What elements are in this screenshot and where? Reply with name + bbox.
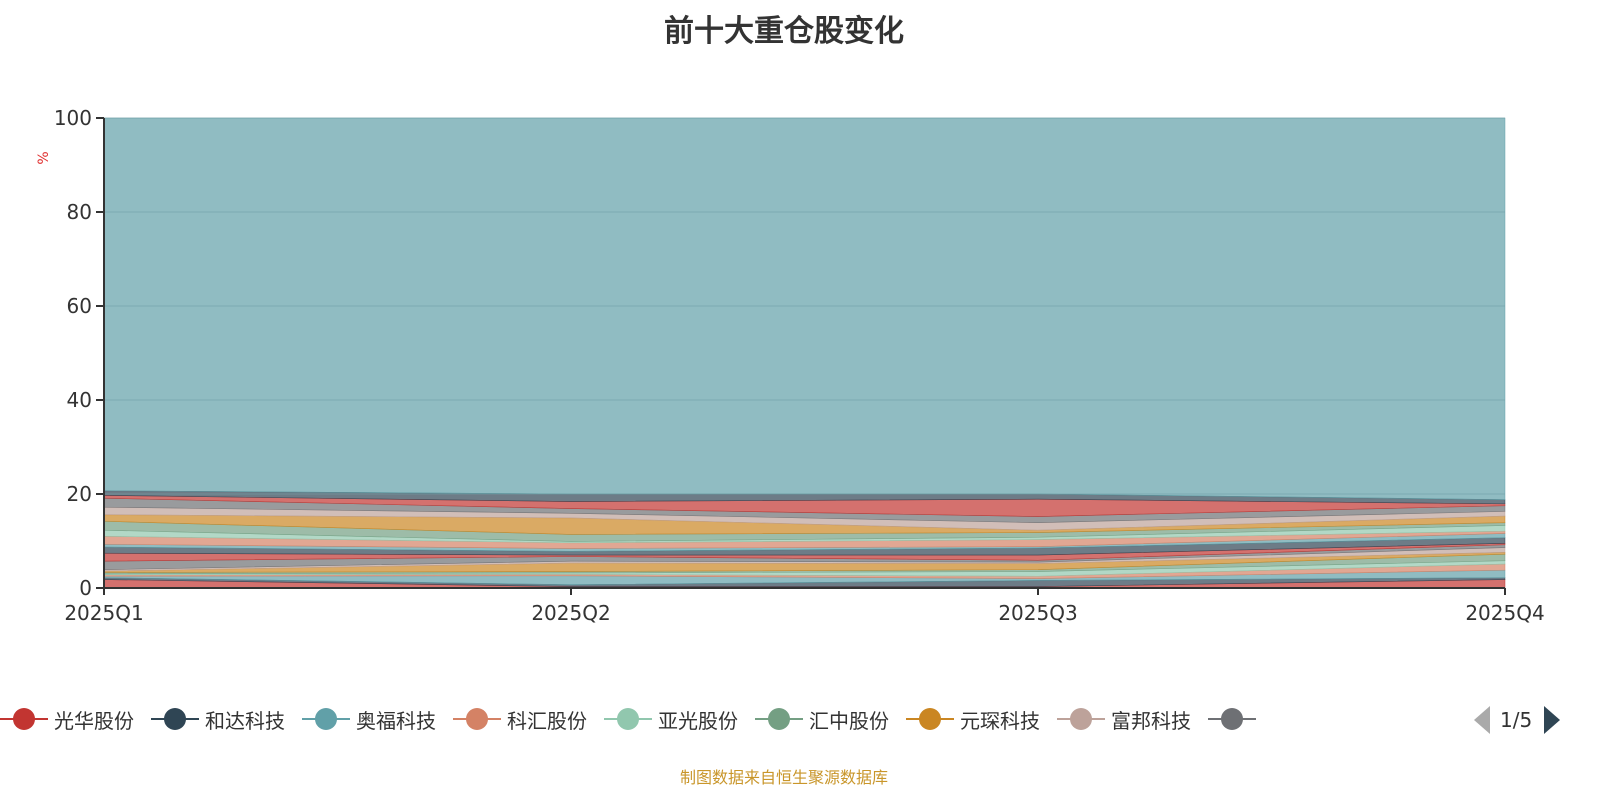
y-tick-label: 0 bbox=[79, 576, 92, 600]
legend-label: 科汇股份 bbox=[507, 708, 587, 733]
legend-label: 汇中股份 bbox=[809, 708, 889, 733]
legend-label: 亚光股份 bbox=[658, 708, 738, 733]
legend-marker-icon bbox=[604, 707, 652, 731]
y-tick-label: 60 bbox=[67, 294, 92, 318]
legend-next-icon[interactable] bbox=[1544, 706, 1561, 734]
x-tick-label: 2025Q3 bbox=[998, 601, 1077, 625]
legend-page-indicator: 1/5 bbox=[1500, 708, 1533, 732]
legend-item[interactable] bbox=[1208, 707, 1262, 731]
legend-item[interactable]: 和达科技 bbox=[151, 705, 285, 734]
y-axis-label: % bbox=[36, 151, 52, 164]
legend: 光华股份 和达科技 奥福科技 科汇股份 亚光股份 汇中股份 元琛科技 富邦科技 bbox=[0, 704, 1279, 734]
legend-label: 和达科技 bbox=[205, 708, 285, 733]
legend-marker-icon bbox=[302, 707, 350, 731]
y-tick-label: 20 bbox=[67, 482, 92, 506]
y-tick-label: 100 bbox=[54, 106, 92, 130]
y-tick-label: 40 bbox=[67, 388, 92, 412]
legend-label: 富邦科技 bbox=[1111, 708, 1191, 733]
area-series-21 bbox=[103, 117, 1506, 500]
legend-label: 元琛科技 bbox=[960, 708, 1040, 733]
legend-item[interactable]: 光华股份 bbox=[0, 705, 134, 734]
x-tick-label: 2025Q4 bbox=[1465, 601, 1544, 625]
legend-item[interactable]: 富邦科技 bbox=[1057, 705, 1191, 734]
legend-marker-icon bbox=[1057, 707, 1105, 731]
legend-prev-icon[interactable] bbox=[1474, 706, 1490, 734]
legend-label: 奥福科技 bbox=[356, 708, 436, 733]
legend-marker-icon bbox=[453, 707, 501, 731]
legend-marker-icon bbox=[906, 707, 954, 731]
legend-item[interactable]: 汇中股份 bbox=[755, 705, 889, 734]
y-tick-label: 80 bbox=[67, 200, 92, 224]
x-tick-label: 2025Q1 bbox=[64, 601, 143, 625]
legend-marker-icon bbox=[151, 707, 199, 731]
legend-item[interactable]: 元琛科技 bbox=[906, 705, 1040, 734]
legend-item[interactable]: 科汇股份 bbox=[453, 705, 587, 734]
x-tick-label: 2025Q2 bbox=[531, 601, 610, 625]
legend-item[interactable]: 亚光股份 bbox=[604, 705, 738, 734]
legend-pager: 1/5 bbox=[1470, 704, 1600, 736]
chart-title: 前十大重仓股变化 bbox=[664, 14, 904, 49]
legend-marker-icon bbox=[1208, 707, 1256, 731]
legend-label: 光华股份 bbox=[54, 708, 134, 733]
legend-item[interactable]: 奥福科技 bbox=[302, 705, 436, 734]
legend-marker-icon bbox=[0, 707, 48, 731]
legend-marker-icon bbox=[755, 707, 803, 731]
data-source-note: 制图数据来自恒生聚源数据库 bbox=[679, 768, 888, 787]
